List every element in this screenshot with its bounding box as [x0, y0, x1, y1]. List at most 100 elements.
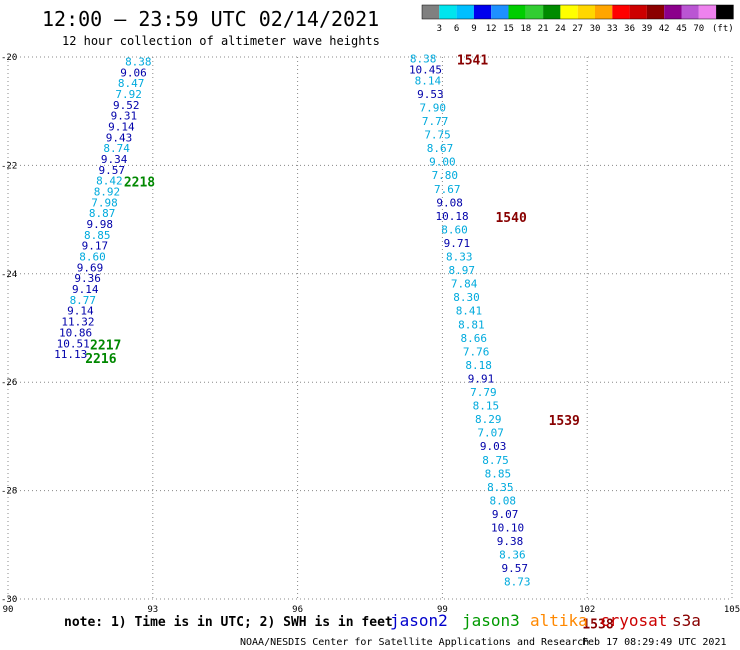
wave-height-label: 10.51	[57, 337, 90, 350]
colorbar-swatch	[439, 5, 457, 19]
track-number-label: 2216	[85, 352, 116, 367]
colorbar-label: 33	[607, 24, 618, 34]
colorbar-label: 9	[471, 24, 476, 34]
legend-entry: altika	[530, 611, 588, 630]
y-tick-label: -30	[1, 595, 17, 605]
track-number-label: 1541	[457, 54, 488, 69]
wave-height-label: 8.92	[94, 186, 121, 199]
wave-height-label: 9.57	[99, 164, 126, 177]
colorbar-swatch	[577, 5, 595, 19]
colorbar-swatch	[422, 5, 440, 19]
wave-height-label: 9.38	[497, 535, 524, 548]
wave-height-label: 9.07	[492, 508, 519, 521]
wave-height-label: 8.60	[79, 251, 106, 264]
plot-axes: 90 93 96 99 102 105 -20 -22 -24 -26 -28 -30	[1, 53, 740, 615]
colorbar-swatch	[456, 5, 474, 19]
wave-height-label: 8.77	[70, 294, 97, 307]
track-number-label: 2218	[124, 176, 155, 191]
colorbar-swatch	[491, 5, 509, 19]
wave-height-label: 7.98	[91, 196, 118, 209]
y-tick-label: -26	[1, 378, 17, 388]
wave-height-label: 9.98	[86, 218, 113, 231]
legend-entry: jason2	[390, 611, 448, 630]
wave-height-label: 11.32	[61, 316, 94, 329]
wave-height-label: 7.77	[422, 115, 449, 128]
colorbar-label: 27	[572, 24, 583, 34]
wave-height-label: 10.10	[491, 522, 524, 535]
colorbar-label: 45	[676, 24, 687, 34]
wave-height-label: 9.31	[111, 110, 138, 123]
wave-height-label: 9.03	[480, 440, 507, 453]
colorbar-swatch	[629, 5, 647, 19]
x-tick-label: 93	[147, 605, 158, 615]
wave-height-label: 8.74	[103, 142, 130, 155]
colorbar-swatch	[560, 5, 578, 19]
wave-height-label: 8.30	[453, 291, 480, 304]
wave-height-label: 8.85	[84, 229, 111, 242]
wave-height-label: 8.41	[456, 305, 483, 318]
wave-height-label: 9.57	[502, 562, 529, 575]
wave-height-label: 8.81	[458, 318, 485, 331]
satellite-legend: jason2 jason3 altika cryosat s3a	[390, 611, 701, 630]
wave-height-label: 9.14	[72, 283, 99, 296]
y-tick-label: -24	[1, 270, 17, 280]
wave-height-label: 9.14	[108, 120, 135, 133]
colorbar-swatch	[681, 5, 699, 19]
colorbar-label: 12	[486, 24, 497, 34]
colorbar-swatch	[716, 5, 734, 19]
wave-height-label: 8.75	[482, 454, 509, 467]
colorbar-swatch	[525, 5, 544, 19]
wave-height-label: 8.73	[504, 576, 531, 589]
wave-height-label: 7.75	[424, 129, 451, 142]
wave-height-label: 9.71	[444, 237, 471, 250]
x-tick-label: 96	[292, 605, 303, 615]
legend-entry: s3a	[672, 611, 701, 630]
y-tick-label: -20	[1, 53, 17, 63]
wave-height-label: 8.35	[487, 481, 514, 494]
colorbar-swatch	[473, 5, 492, 19]
wave-height-label: 7.90	[419, 101, 446, 114]
colorbar-label: 15	[503, 24, 514, 34]
colorbar-label: 36	[624, 24, 635, 34]
data-points: 8.389.068.477.929.529.319.149.438.749.34…	[54, 53, 530, 589]
colorbar-swatch	[595, 5, 613, 19]
colorbar-label: 30	[590, 24, 601, 34]
wave-height-label: 8.47	[118, 77, 145, 90]
colorbar-label: 39	[641, 24, 652, 34]
colorbar-label: 21	[538, 24, 549, 34]
footer-timestamp: Feb 17 08:29:49 UTC 2021	[582, 637, 727, 648]
track-number-label: 1538	[582, 617, 613, 632]
wave-height-label: 9.17	[82, 240, 109, 253]
wave-height-label: 8.97	[448, 264, 475, 277]
wave-height-label: 9.53	[417, 88, 444, 101]
wave-height-label: 9.00	[429, 156, 456, 169]
colorbar-label: 3	[437, 24, 442, 34]
wave-height-label: 8.85	[485, 467, 512, 480]
x-tick-label: 90	[3, 605, 14, 615]
colorbar-swatch	[508, 5, 526, 19]
wave-height-label: 8.38	[410, 53, 437, 66]
y-tick-label: -22	[1, 161, 17, 171]
wave-height-label: 9.91	[468, 372, 495, 385]
wave-height-label: 7.07	[477, 427, 504, 440]
plot-grid	[7, 56, 733, 600]
wave-height-label: 8.66	[461, 332, 488, 345]
colorbar-swatch	[698, 5, 717, 19]
wave-height-label: 7.67	[434, 183, 461, 196]
wave-height-label: 8.38	[125, 55, 152, 68]
wave-height-label: 10.45	[409, 64, 442, 77]
colorbar-label: 6	[454, 24, 459, 34]
track-number-label: 2217	[90, 338, 121, 353]
chart-title: 12:00 – 23:59 UTC 02/14/2021	[42, 7, 379, 31]
track-number-label: 1539	[549, 414, 580, 429]
wave-height-label: 8.15	[473, 400, 500, 413]
wave-height-label: 9.08	[436, 196, 463, 209]
wave-height-label: 8.36	[499, 549, 526, 562]
wave-height-label: 9.34	[101, 153, 128, 166]
wave-height-label: 8.14	[415, 74, 442, 87]
wave-height-label: 8.42	[96, 175, 123, 188]
legend-entry: jason3	[462, 611, 520, 630]
colorbar: 3 6 9 12 15 18 21 24 27 30 33 36 39 42 45 70 (ft)	[421, 4, 734, 34]
wave-height-label: 9.36	[74, 272, 101, 285]
chart-subtitle: 12 hour collection of altimeter wave hei…	[62, 34, 380, 48]
